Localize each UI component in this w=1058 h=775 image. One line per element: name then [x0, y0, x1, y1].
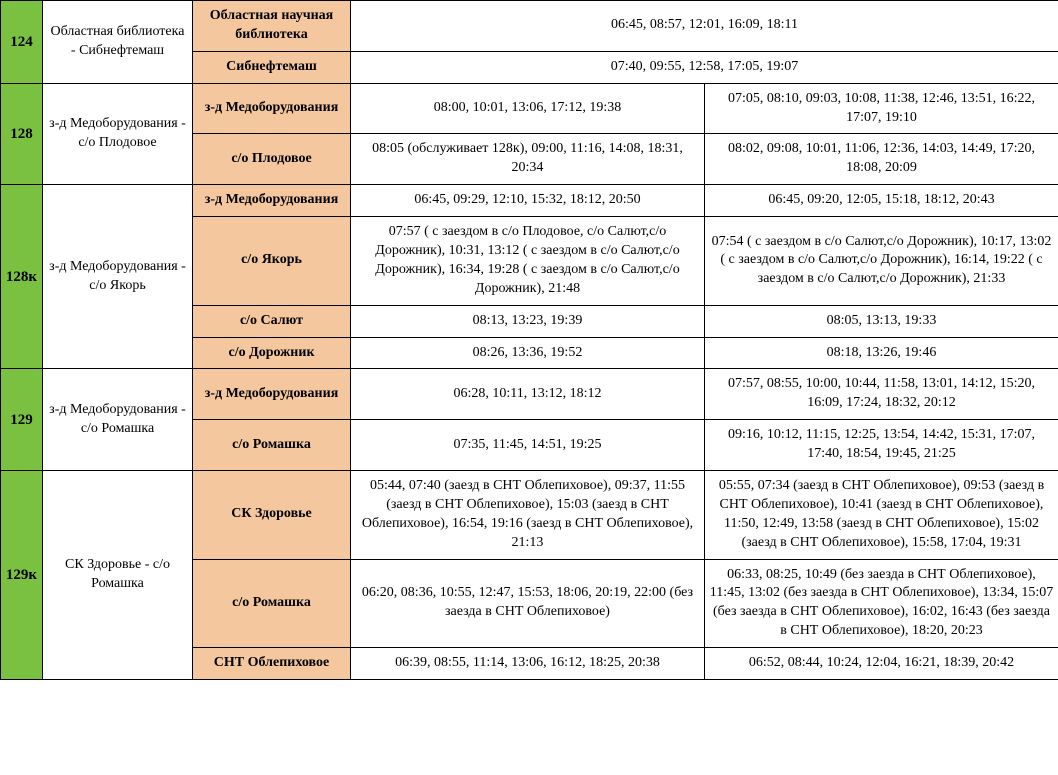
stop-name: с/о Плодовое	[193, 134, 351, 185]
stop-name: СНТ Облепиховое	[193, 648, 351, 680]
schedule-times: 06:45, 08:57, 12:01, 16:09, 18:11	[351, 1, 1058, 52]
schedule-times-a: 08:05 (обслуживает 128к), 09:00, 11:16, …	[351, 134, 705, 185]
schedule-times-b: 07:54 ( с заездом в с/о Салют,с/о Дорожн…	[705, 217, 1058, 306]
stop-name: с/о Якорь	[193, 217, 351, 306]
route-name: з-д Медоборудования - с/о Якорь	[43, 185, 193, 369]
stop-name: Сибнефтемаш	[193, 51, 351, 83]
schedule-times-a: 07:57 ( с заездом в с/о Плодовое, с/о Са…	[351, 217, 705, 306]
stop-name: з-д Медоборудования	[193, 369, 351, 420]
schedule-times: 07:40, 09:55, 12:58, 17:05, 19:07	[351, 51, 1058, 83]
stop-name: с/о Дорожник	[193, 337, 351, 369]
schedule-times-a: 06:45, 09:29, 12:10, 15:32, 18:12, 20:50	[351, 185, 705, 217]
schedule-times-b: 08:18, 13:26, 19:46	[705, 337, 1058, 369]
schedule-times-b: 07:57, 08:55, 10:00, 10:44, 11:58, 13:01…	[705, 369, 1058, 420]
stop-name: з-д Медоборудования	[193, 83, 351, 134]
schedule-times-b: 05:55, 07:34 (заезд в СНТ Облепиховое), …	[705, 471, 1058, 560]
stop-name: с/о Ромашка	[193, 420, 351, 471]
route-name: з-д Медоборудования - с/о Ромашка	[43, 369, 193, 471]
route-number: 129	[1, 369, 43, 471]
schedule-times-a: 08:00, 10:01, 13:06, 17:12, 19:38	[351, 83, 705, 134]
route-number: 129к	[1, 471, 43, 680]
schedule-times-b: 09:16, 10:12, 11:15, 12:25, 13:54, 14:42…	[705, 420, 1058, 471]
bus-schedule-table: 124Областная библиотека - СибнефтемашОбл…	[0, 0, 1058, 680]
stop-name: СК Здоровье	[193, 471, 351, 560]
route-number: 124	[1, 1, 43, 84]
route-name: Областная библиотека - Сибнефтемаш	[43, 1, 193, 84]
stop-name: з-д Медоборудования	[193, 185, 351, 217]
schedule-times-a: 06:39, 08:55, 11:14, 13:06, 16:12, 18:25…	[351, 648, 705, 680]
schedule-times-b: 06:45, 09:20, 12:05, 15:18, 18:12, 20:43	[705, 185, 1058, 217]
stop-name: с/о Салют	[193, 305, 351, 337]
route-number: 128к	[1, 185, 43, 369]
schedule-times-a: 05:44, 07:40 (заезд в СНТ Облепиховое), …	[351, 471, 705, 560]
stop-name: с/о Ромашка	[193, 559, 351, 648]
schedule-times-a: 07:35, 11:45, 14:51, 19:25	[351, 420, 705, 471]
schedule-times-b: 06:33, 08:25, 10:49 (без заезда в СНТ Об…	[705, 559, 1058, 648]
schedule-times-b: 08:05, 13:13, 19:33	[705, 305, 1058, 337]
schedule-times-a: 08:26, 13:36, 19:52	[351, 337, 705, 369]
route-name: СК Здоровье - с/о Ромашка	[43, 471, 193, 680]
route-name: з-д Медоборудования - с/о Плодовое	[43, 83, 193, 185]
stop-name: Областная научная библиотека	[193, 1, 351, 52]
route-number: 128	[1, 83, 43, 185]
schedule-times-a: 08:13, 13:23, 19:39	[351, 305, 705, 337]
schedule-times-a: 06:20, 08:36, 10:55, 12:47, 15:53, 18:06…	[351, 559, 705, 648]
schedule-times-b: 06:52, 08:44, 10:24, 12:04, 16:21, 18:39…	[705, 648, 1058, 680]
schedule-times-b: 07:05, 08:10, 09:03, 10:08, 11:38, 12:46…	[705, 83, 1058, 134]
schedule-times-b: 08:02, 09:08, 10:01, 11:06, 12:36, 14:03…	[705, 134, 1058, 185]
schedule-times-a: 06:28, 10:11, 13:12, 18:12	[351, 369, 705, 420]
